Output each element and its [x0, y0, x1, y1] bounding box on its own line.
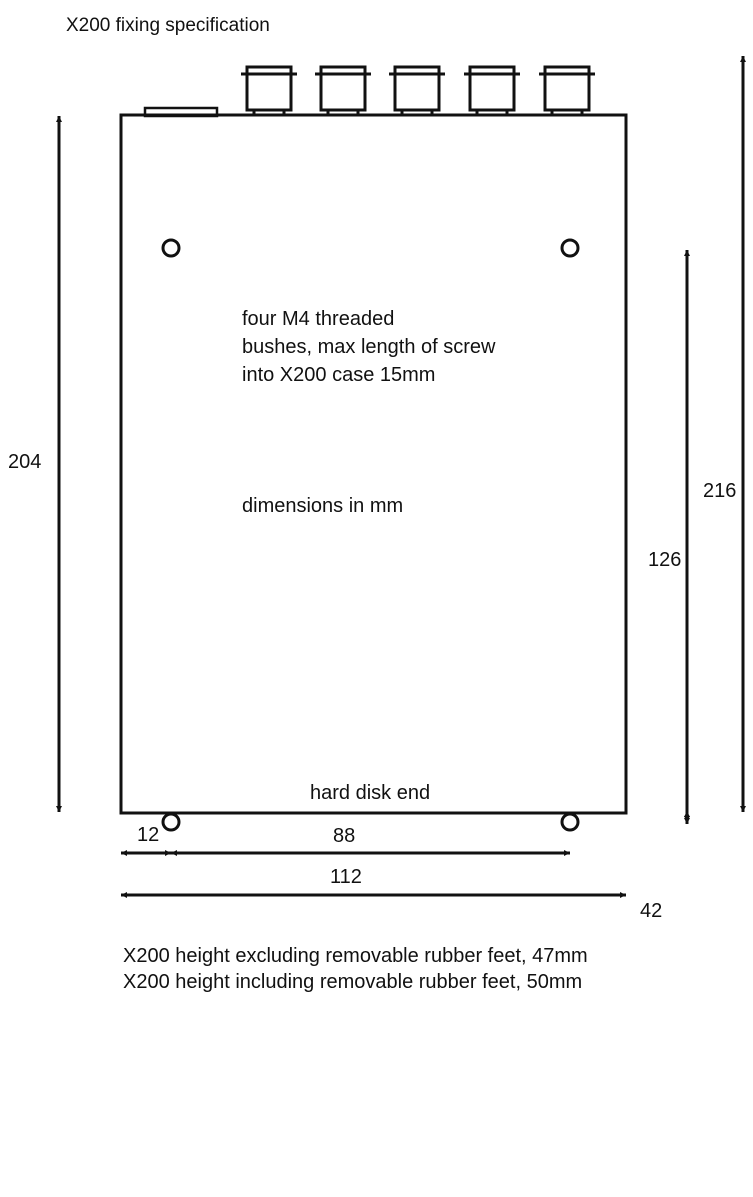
overall-width-label: 112 — [330, 866, 362, 888]
hole-spacing-width-label: 88 — [333, 825, 355, 847]
mounting-hole — [560, 238, 580, 258]
hole-inset-width-label: 12 — [137, 824, 159, 846]
mounting-hole — [161, 238, 181, 258]
hole-spacing-length-label: 126 — [648, 549, 681, 571]
diagram-title: X200 fixing specification — [66, 15, 270, 36]
connector — [389, 65, 445, 116]
bushes-note-line-2: bushes, max length of screw — [242, 336, 496, 358]
height-including-feet-note: X200 height including removable rubber f… — [123, 971, 582, 993]
bushes-note-line-3: into X200 case 15mm — [242, 364, 435, 386]
overall-length-label: 204 — [8, 451, 41, 473]
mounting-hole — [161, 812, 181, 832]
connector — [464, 65, 520, 116]
mounting-holes — [161, 238, 580, 832]
bushes-note-line-1: four M4 threaded — [242, 308, 394, 330]
connectors — [143, 65, 595, 118]
units-note: dimensions in mm — [242, 495, 403, 517]
hole-to-end-label: 42 — [640, 900, 662, 922]
height-excluding-feet-note: X200 height excluding removable rubber f… — [123, 945, 588, 967]
dimension-lines — [56, 56, 746, 898]
case-outline — [119, 113, 628, 815]
mounting-hole — [560, 812, 580, 832]
connector — [315, 65, 371, 116]
hard-disk-end-label: hard disk end — [310, 782, 430, 804]
connector — [241, 65, 297, 116]
connector — [539, 65, 595, 116]
total-length-label: 216 — [703, 480, 736, 502]
